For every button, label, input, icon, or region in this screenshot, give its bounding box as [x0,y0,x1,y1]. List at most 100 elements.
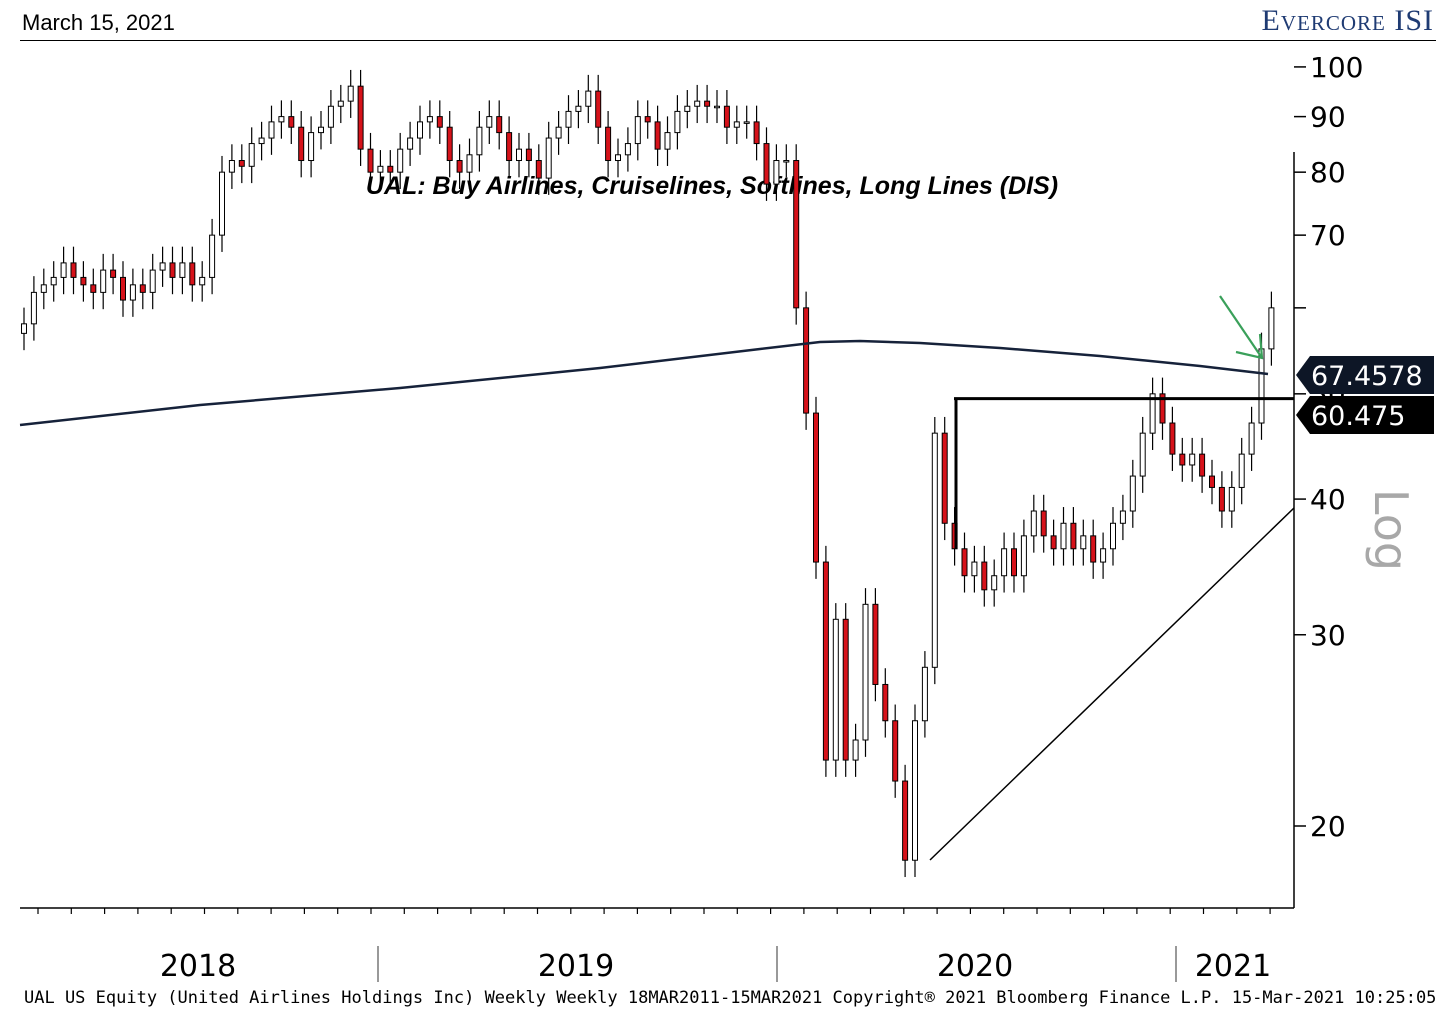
candle [288,100,295,145]
candle [813,396,819,579]
x-tick-label: 2019 [538,949,614,984]
candle [110,253,117,295]
candle [466,138,473,189]
candle [347,69,354,118]
candle [941,416,948,541]
candle [238,144,245,184]
candle [1189,437,1196,482]
candle [892,704,899,798]
candle [753,105,760,161]
ma-value-label: 67.4578 [1311,361,1423,392]
candle [1001,532,1008,593]
candle [397,132,404,189]
x-tick-label: 2018 [160,949,236,984]
candle [1268,291,1275,366]
chart-footer: UAL US Equity (United Airlines Holdings … [24,988,1437,1008]
candle [129,268,136,317]
candle [1080,519,1087,566]
candle [822,545,829,777]
candle [624,127,631,172]
candle [971,545,978,593]
candle [189,246,196,302]
header-date: March 15, 2021 [22,10,175,35]
candle [634,100,641,161]
candle [595,74,602,145]
candle [743,105,750,139]
y-tick-label: 40 [1310,483,1346,516]
candle [90,268,97,310]
candle [872,588,879,702]
candle [1100,532,1107,579]
candle [308,116,315,178]
candle [704,84,711,124]
last-price-tag: 60.475 [1296,396,1434,434]
candle [555,110,562,155]
candle [1149,377,1156,450]
candle [1179,437,1186,482]
candle [1209,459,1215,505]
candle [367,132,374,189]
candle [149,253,156,310]
candle [535,144,542,195]
candle [209,218,216,295]
candle [714,90,720,124]
candle [1248,406,1255,471]
candle [1090,519,1097,579]
candle [644,100,651,139]
candle [100,253,107,310]
candle [1238,437,1245,505]
candle [80,261,87,302]
x-tick-label: 2020 [937,949,1013,984]
candle [268,105,275,155]
candle [327,90,334,145]
candle [545,121,552,195]
candle [1169,406,1176,471]
candle [70,246,77,295]
candle [21,307,27,351]
candle [981,545,988,607]
candle [733,105,740,145]
y-tick-label: 100 [1310,51,1363,84]
candle [931,416,938,685]
candle [60,246,67,295]
candle [1218,471,1225,528]
candle [654,105,661,166]
candle [1110,507,1116,566]
candle [902,764,909,878]
candle [496,100,503,150]
header-divider [20,40,1436,41]
x-tick-label: 2021 [1195,949,1271,984]
candle [456,144,463,189]
candle [436,100,443,145]
candle [525,132,532,178]
candle [199,261,206,302]
candle [139,268,146,310]
candle [585,74,592,124]
candle [763,127,770,201]
candle [120,261,126,317]
candle [417,105,423,155]
scale-label: Log [1364,489,1418,571]
candle [862,588,869,757]
candle [1070,507,1077,566]
candle [783,144,790,178]
ma-value-tag: 67.4578 [1296,356,1434,394]
candle [832,603,839,777]
candle [298,110,305,178]
candle [516,132,522,178]
candle [793,144,800,325]
candle [1060,507,1067,566]
candle [912,704,918,878]
candle [506,116,513,178]
arrow-icon [1219,295,1264,360]
candle [159,246,166,287]
candle [1011,532,1017,593]
candle [773,144,780,201]
candle [664,116,671,166]
candle [357,69,364,166]
candle [387,150,394,189]
candle [961,532,968,593]
candle [921,651,928,738]
candle [1199,437,1206,493]
